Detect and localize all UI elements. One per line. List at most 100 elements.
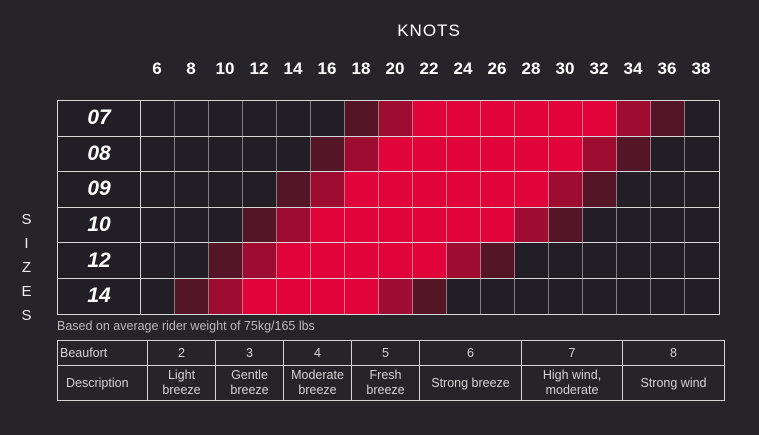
grid-row: 14 [58,278,719,314]
wind-range-cell [277,243,311,278]
beaufort-description-cell: Strong breeze [419,365,522,401]
wind-range-cell [583,278,617,314]
wind-range-cell [617,207,651,243]
wind-range-cell [243,278,277,314]
wind-range-cell [515,278,549,314]
wind-range-cell [651,278,685,314]
wind-range-cell [379,278,413,314]
wind-range-cell [515,101,549,136]
beaufort-table-row: Beaufort 2 3 4 5 6 7 8 [57,340,725,366]
beaufort-number-cell: 2 [147,340,216,366]
wind-range-cell [447,278,481,314]
wind-range-cell [549,172,583,207]
wind-range-cell [141,207,175,243]
wind-range-cell [209,207,243,243]
wind-range-cell [617,136,651,172]
knots-tick-label: 12 [249,59,269,78]
wind-range-cell [549,278,583,314]
beaufort-table-row: Description Light breeze Gentle breeze Mode… [57,365,725,401]
wind-range-cell [481,172,515,207]
wind-range-cell [685,136,719,172]
wind-range-cell [481,243,515,278]
wind-range-cell [243,207,277,243]
kite-size-label: 12 [58,243,141,278]
wind-range-cell [141,243,175,278]
wind-range-cell [685,207,719,243]
wind-range-cell [651,243,685,278]
wind-range-cell [311,172,345,207]
beaufort-row-label: Beaufort [57,340,148,366]
wind-range-cell [583,136,617,172]
wind-range-cell [209,101,243,136]
wind-range-cell [379,243,413,278]
wind-range-cell [583,207,617,243]
wind-range-cell [515,172,549,207]
knots-tick-label: 16 [317,59,337,78]
wind-range-cell [447,172,481,207]
wind-range-cell [481,207,515,243]
wind-range-cell [379,207,413,243]
wind-range-cell [413,278,447,314]
wind-range-cell [379,172,413,207]
wind-range-cell [311,278,345,314]
wind-range-cell [583,172,617,207]
wind-range-cell [243,172,277,207]
beaufort-number-cell: 6 [419,340,522,366]
wind-range-cell [447,101,481,136]
wind-range-cell [209,278,243,314]
knots-tick-label: 34 [623,59,643,78]
wind-range-cell [175,101,209,136]
wind-range-cell [243,136,277,172]
knots-tick-label: 14 [283,59,303,78]
wind-range-cell [549,207,583,243]
wind-range-cell [277,172,311,207]
wind-range-cell [651,101,685,136]
wind-range-cell [481,101,515,136]
beaufort-row-label: Description [57,365,148,401]
wind-range-cell [447,136,481,172]
wind-range-cell [311,136,345,172]
grid-row: 12 [58,243,719,279]
wind-range-cell [617,101,651,136]
wind-range-cell [515,207,549,243]
wind-range-cell [345,278,379,314]
knots-tick-label: 30 [555,59,575,78]
wind-range-cell [583,243,617,278]
wind-range-cell [481,136,515,172]
wind-range-cell [685,101,719,136]
knots-tick-label: 6 [152,59,162,78]
knots-tick-label: 26 [487,59,507,78]
wind-range-cell [685,172,719,207]
knots-tick-label: 20 [385,59,405,78]
grid-row: 10 [58,207,719,244]
wind-range-cell [209,136,243,172]
beaufort-description-cell: Fresh breeze [351,365,420,401]
wind-range-cell [651,172,685,207]
wind-range-cell [277,278,311,314]
wind-range-cell [311,101,345,136]
wind-range-cell [379,101,413,136]
sizes-axis-title: SIZES [18,211,35,331]
wind-range-cell [175,243,209,278]
beaufort-description-cell: Strong wind [622,365,725,401]
knots-tick-label: 28 [521,59,541,78]
beaufort-number-cell: 7 [521,340,623,366]
wind-range-cell [345,136,379,172]
wind-range-cell [175,278,209,314]
wind-range-cell [447,207,481,243]
knots-tick-label: 8 [186,59,196,78]
wind-range-cell [413,101,447,136]
wind-range-cell [583,101,617,136]
wind-range-cell [243,243,277,278]
wind-range-cell [617,172,651,207]
wind-range-cell [413,172,447,207]
grid-row: 09 [58,172,719,208]
wind-range-cell [277,136,311,172]
wind-range-cell [277,207,311,243]
kite-size-label: 09 [58,172,141,207]
wind-range-cell [175,136,209,172]
wind-range-cell [345,207,379,243]
kite-size-label: 07 [58,101,141,136]
beaufort-description-cell: Gentle breeze [215,365,284,401]
